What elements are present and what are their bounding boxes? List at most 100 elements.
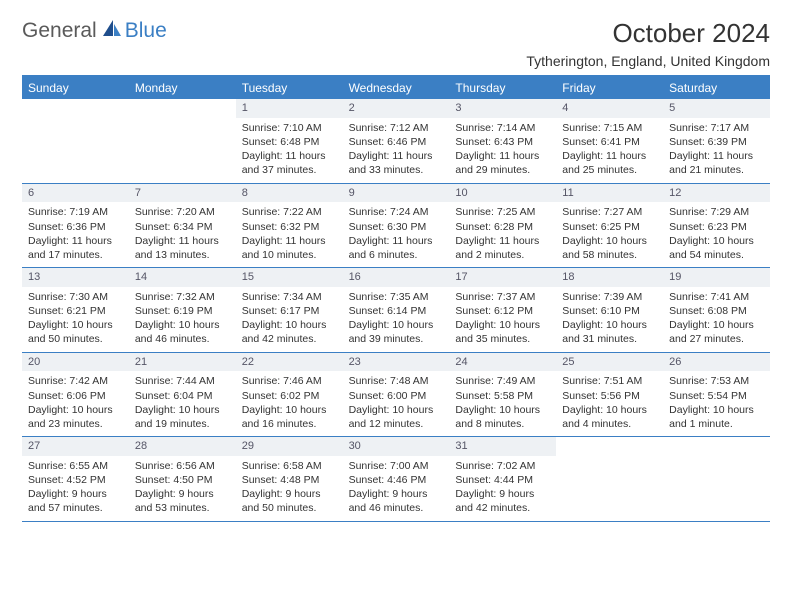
sunset-text: Sunset: 6:36 PM <box>28 220 123 234</box>
daylight-text: Daylight: 11 hours and 2 minutes. <box>455 234 550 262</box>
day-body: Sunrise: 7:29 AMSunset: 6:23 PMDaylight:… <box>663 202 770 267</box>
daylight-text: Daylight: 11 hours and 10 minutes. <box>242 234 337 262</box>
day-number: 2 <box>343 99 450 118</box>
day-cell: 27Sunrise: 6:55 AMSunset: 4:52 PMDayligh… <box>22 437 129 521</box>
header: General Blue October 2024 Tytherington, … <box>22 18 770 69</box>
day-body: Sunrise: 7:34 AMSunset: 6:17 PMDaylight:… <box>236 287 343 352</box>
day-number: 18 <box>556 268 663 287</box>
sunrise-text: Sunrise: 7:41 AM <box>669 290 764 304</box>
week-row: 6Sunrise: 7:19 AMSunset: 6:36 PMDaylight… <box>22 184 770 269</box>
sunset-text: Sunset: 6:48 PM <box>242 135 337 149</box>
daylight-text: Daylight: 11 hours and 13 minutes. <box>135 234 230 262</box>
day-number: 10 <box>449 184 556 203</box>
weekday-header: Monday <box>129 77 236 99</box>
sunset-text: Sunset: 6:04 PM <box>135 389 230 403</box>
sunrise-text: Sunrise: 7:20 AM <box>135 205 230 219</box>
sunrise-text: Sunrise: 7:34 AM <box>242 290 337 304</box>
day-cell: 2Sunrise: 7:12 AMSunset: 6:46 PMDaylight… <box>343 99 450 183</box>
sunrise-text: Sunrise: 7:53 AM <box>669 374 764 388</box>
sunrise-text: Sunrise: 7:02 AM <box>455 459 550 473</box>
sunset-text: Sunset: 6:06 PM <box>28 389 123 403</box>
daylight-text: Daylight: 10 hours and 27 minutes. <box>669 318 764 346</box>
day-number: 26 <box>663 353 770 372</box>
sunrise-text: Sunrise: 7:24 AM <box>349 205 444 219</box>
day-body: Sunrise: 7:35 AMSunset: 6:14 PMDaylight:… <box>343 287 450 352</box>
daylight-text: Daylight: 11 hours and 21 minutes. <box>669 149 764 177</box>
sunset-text: Sunset: 6:39 PM <box>669 135 764 149</box>
day-body: Sunrise: 7:25 AMSunset: 6:28 PMDaylight:… <box>449 202 556 267</box>
day-number: 25 <box>556 353 663 372</box>
day-body: Sunrise: 7:39 AMSunset: 6:10 PMDaylight:… <box>556 287 663 352</box>
weekday-header: Sunday <box>22 77 129 99</box>
daylight-text: Daylight: 10 hours and 4 minutes. <box>562 403 657 431</box>
day-number: 20 <box>22 353 129 372</box>
logo-text-general: General <box>22 19 97 43</box>
day-number: 29 <box>236 437 343 456</box>
day-number: 17 <box>449 268 556 287</box>
day-number: 23 <box>343 353 450 372</box>
day-cell: 23Sunrise: 7:48 AMSunset: 6:00 PMDayligh… <box>343 353 450 437</box>
sunrise-text: Sunrise: 7:51 AM <box>562 374 657 388</box>
day-cell: 22Sunrise: 7:46 AMSunset: 6:02 PMDayligh… <box>236 353 343 437</box>
day-cell: 4Sunrise: 7:15 AMSunset: 6:41 PMDaylight… <box>556 99 663 183</box>
sunrise-text: Sunrise: 7:29 AM <box>669 205 764 219</box>
day-cell: 21Sunrise: 7:44 AMSunset: 6:04 PMDayligh… <box>129 353 236 437</box>
day-number: 14 <box>129 268 236 287</box>
day-number: 16 <box>343 268 450 287</box>
day-body: Sunrise: 7:49 AMSunset: 5:58 PMDaylight:… <box>449 371 556 436</box>
day-cell: 29Sunrise: 6:58 AMSunset: 4:48 PMDayligh… <box>236 437 343 521</box>
daylight-text: Daylight: 10 hours and 16 minutes. <box>242 403 337 431</box>
sunset-text: Sunset: 6:30 PM <box>349 220 444 234</box>
day-number: 21 <box>129 353 236 372</box>
day-cell <box>663 437 770 521</box>
day-cell: 5Sunrise: 7:17 AMSunset: 6:39 PMDaylight… <box>663 99 770 183</box>
sunrise-text: Sunrise: 7:15 AM <box>562 121 657 135</box>
daylight-text: Daylight: 10 hours and 1 minute. <box>669 403 764 431</box>
sunrise-text: Sunrise: 7:49 AM <box>455 374 550 388</box>
day-cell: 9Sunrise: 7:24 AMSunset: 6:30 PMDaylight… <box>343 184 450 268</box>
sunset-text: Sunset: 5:56 PM <box>562 389 657 403</box>
sunrise-text: Sunrise: 7:39 AM <box>562 290 657 304</box>
day-number <box>556 437 663 441</box>
day-number: 13 <box>22 268 129 287</box>
daylight-text: Daylight: 9 hours and 42 minutes. <box>455 487 550 515</box>
daylight-text: Daylight: 10 hours and 35 minutes. <box>455 318 550 346</box>
weeks-container: 1Sunrise: 7:10 AMSunset: 6:48 PMDaylight… <box>22 99 770 522</box>
day-body: Sunrise: 7:24 AMSunset: 6:30 PMDaylight:… <box>343 202 450 267</box>
day-cell: 1Sunrise: 7:10 AMSunset: 6:48 PMDaylight… <box>236 99 343 183</box>
sunset-text: Sunset: 6:21 PM <box>28 304 123 318</box>
daylight-text: Daylight: 10 hours and 8 minutes. <box>455 403 550 431</box>
daylight-text: Daylight: 10 hours and 31 minutes. <box>562 318 657 346</box>
sunrise-text: Sunrise: 7:12 AM <box>349 121 444 135</box>
sunset-text: Sunset: 4:44 PM <box>455 473 550 487</box>
day-body: Sunrise: 7:48 AMSunset: 6:00 PMDaylight:… <box>343 371 450 436</box>
day-cell: 30Sunrise: 7:00 AMSunset: 4:46 PMDayligh… <box>343 437 450 521</box>
day-number: 9 <box>343 184 450 203</box>
day-number: 24 <box>449 353 556 372</box>
day-cell <box>22 99 129 183</box>
day-body: Sunrise: 7:42 AMSunset: 6:06 PMDaylight:… <box>22 371 129 436</box>
daylight-text: Daylight: 10 hours and 58 minutes. <box>562 234 657 262</box>
daylight-text: Daylight: 9 hours and 46 minutes. <box>349 487 444 515</box>
day-cell: 28Sunrise: 6:56 AMSunset: 4:50 PMDayligh… <box>129 437 236 521</box>
day-body: Sunrise: 7:32 AMSunset: 6:19 PMDaylight:… <box>129 287 236 352</box>
title-block: October 2024 Tytherington, England, Unit… <box>526 18 770 69</box>
sunset-text: Sunset: 6:25 PM <box>562 220 657 234</box>
day-body: Sunrise: 7:46 AMSunset: 6:02 PMDaylight:… <box>236 371 343 436</box>
day-cell: 18Sunrise: 7:39 AMSunset: 6:10 PMDayligh… <box>556 268 663 352</box>
weekday-header: Saturday <box>663 77 770 99</box>
daylight-text: Daylight: 11 hours and 6 minutes. <box>349 234 444 262</box>
sunset-text: Sunset: 5:54 PM <box>669 389 764 403</box>
day-cell: 10Sunrise: 7:25 AMSunset: 6:28 PMDayligh… <box>449 184 556 268</box>
week-row: 20Sunrise: 7:42 AMSunset: 6:06 PMDayligh… <box>22 353 770 438</box>
day-body: Sunrise: 7:37 AMSunset: 6:12 PMDaylight:… <box>449 287 556 352</box>
day-body: Sunrise: 7:00 AMSunset: 4:46 PMDaylight:… <box>343 456 450 521</box>
sunset-text: Sunset: 5:58 PM <box>455 389 550 403</box>
daylight-text: Daylight: 10 hours and 39 minutes. <box>349 318 444 346</box>
weekday-header: Wednesday <box>343 77 450 99</box>
sunset-text: Sunset: 6:34 PM <box>135 220 230 234</box>
day-body: Sunrise: 7:27 AMSunset: 6:25 PMDaylight:… <box>556 202 663 267</box>
day-number: 22 <box>236 353 343 372</box>
daylight-text: Daylight: 11 hours and 29 minutes. <box>455 149 550 177</box>
day-cell: 26 Sunrise: 7:53 AMSunset: 5:54 PMDayligh… <box>663 353 770 437</box>
